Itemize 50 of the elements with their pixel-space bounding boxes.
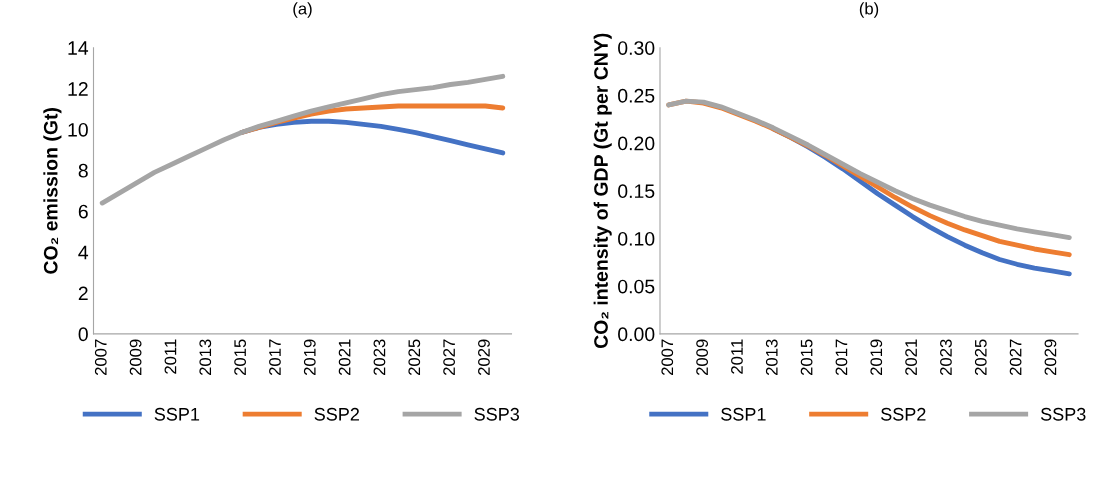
x-tick-label: 2021 — [905, 339, 918, 375]
y-tick-label: 2 — [78, 286, 88, 301]
y-tick-label: 6 — [78, 204, 88, 219]
y-tick-label: 0.20 — [618, 136, 655, 151]
x-tick-label: 2029 — [478, 339, 490, 375]
legend-label: SSP3 — [1040, 407, 1086, 421]
y-tick-label: 0 — [78, 327, 88, 342]
y-tick-label: 0.10 — [618, 231, 655, 246]
x-tick-label: 2023 — [373, 339, 386, 375]
x-tick-label: 2019 — [303, 339, 316, 375]
x-tick-label: 2023 — [940, 339, 952, 375]
x-tick-label: 2029 — [1044, 339, 1057, 375]
x-tick-label: 2011 — [164, 339, 177, 374]
chart-title: (b) — [859, 2, 879, 18]
x-tick-label: 2021 — [338, 339, 351, 375]
x-tick-label: 2015 — [234, 339, 247, 375]
y-tick-label: 0.05 — [618, 279, 655, 294]
x-tick-label: 2007 — [94, 339, 107, 375]
x-tick-label: 2013 — [765, 339, 778, 375]
x-tick-label: 2009 — [696, 339, 709, 375]
x-tick-label: 2011 — [731, 339, 743, 374]
x-tick-label: 2025 — [974, 339, 987, 375]
y-tick-label: 8 — [78, 163, 88, 178]
legend-label: SSP1 — [154, 407, 200, 421]
x-tick-label: 2019 — [870, 339, 883, 375]
y-tick-label: 12 — [68, 82, 88, 96]
y-tick-label: 0.25 — [618, 88, 655, 103]
x-tick-label: 2007 — [661, 339, 674, 375]
legend-label: SSP2 — [881, 407, 926, 421]
y-tick-label: 14 — [68, 41, 89, 55]
y-tick-label: 0.00 — [618, 327, 655, 342]
x-tick-label: 2017 — [269, 339, 281, 375]
x-tick-label: 2013 — [199, 339, 212, 375]
x-tick-label: 2015 — [800, 339, 813, 375]
x-tick-label: 2027 — [443, 339, 456, 375]
x-tick-label: 2027 — [1009, 339, 1022, 375]
x-tick-label: 2025 — [408, 339, 421, 375]
legend-label: SSP2 — [314, 407, 359, 421]
line-series — [99, 73, 506, 206]
legend-label: SSP1 — [721, 407, 766, 421]
y-tick-label: 0.30 — [618, 41, 655, 55]
y-axis-title: CO₂ emission (Gt) — [43, 108, 62, 274]
legend-label: SSP3 — [474, 407, 520, 421]
x-tick-label: 2009 — [129, 339, 142, 375]
y-tick-label: 0.15 — [618, 184, 655, 199]
chart-title: (a) — [293, 2, 312, 18]
y-axis-title: CO₂ intensity of GDP (Gt per CNY) — [593, 33, 612, 349]
y-tick-label: 10 — [68, 122, 88, 137]
y-tick-label: 4 — [78, 245, 89, 260]
x-tick-label: 2017 — [835, 339, 848, 375]
